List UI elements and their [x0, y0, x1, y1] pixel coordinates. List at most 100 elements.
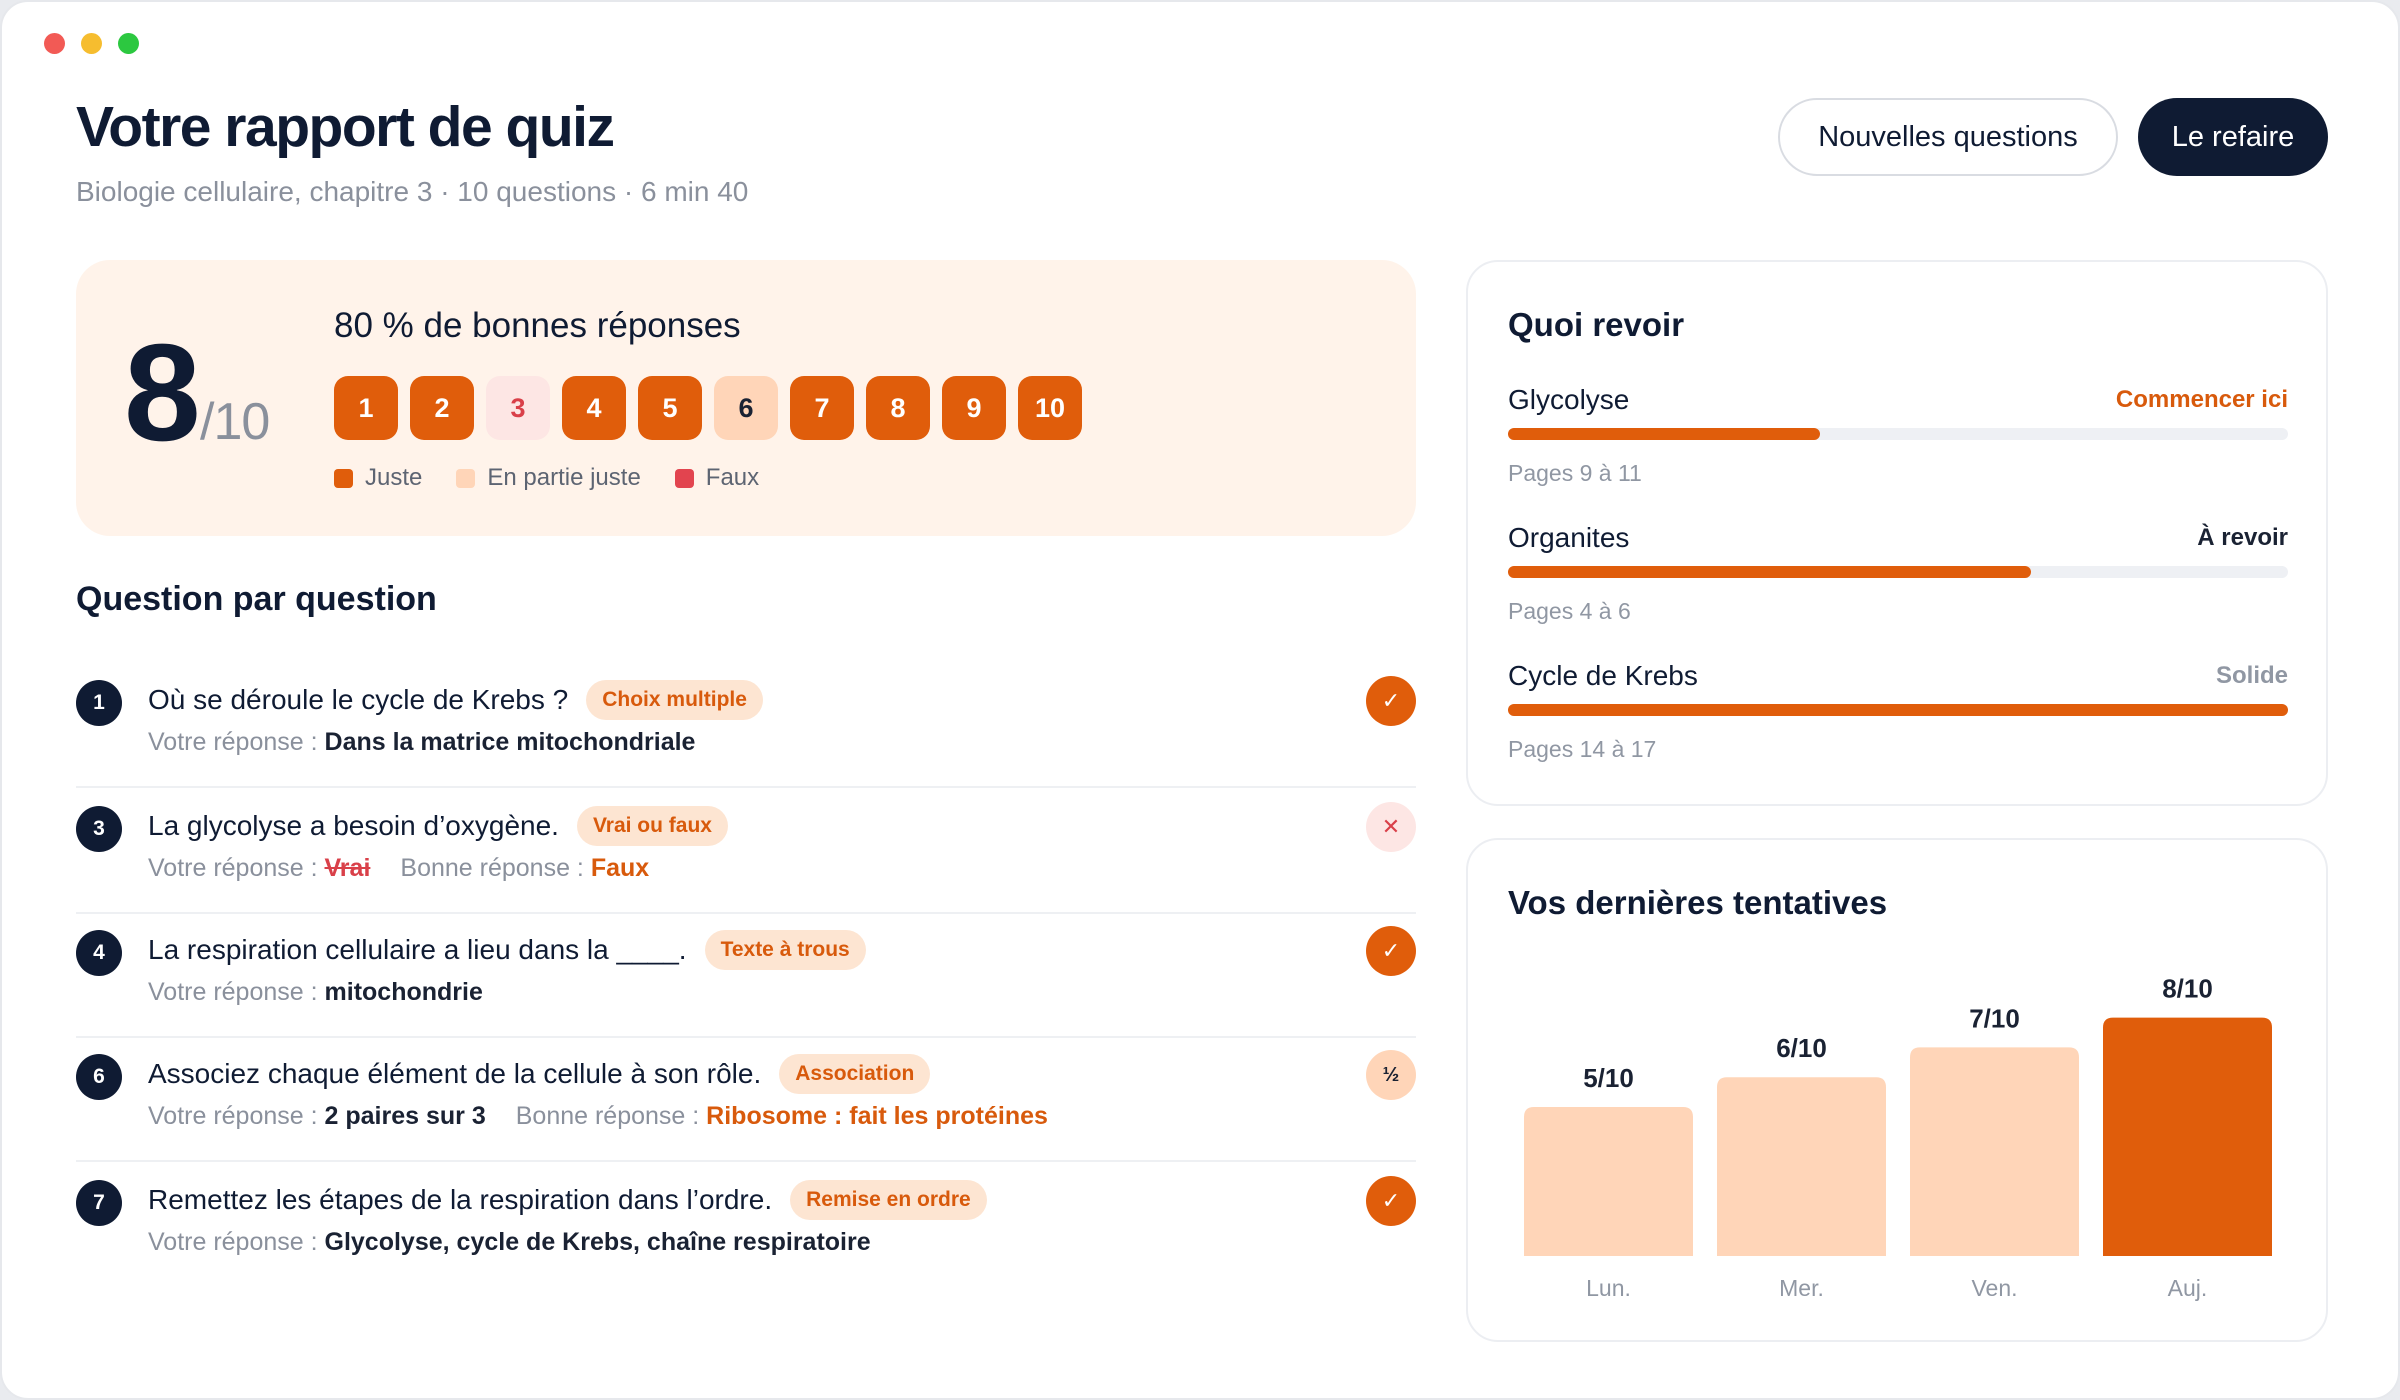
question-row[interactable]: 4 La respiration cellulaire a lieu dans l… — [76, 912, 1416, 1038]
topic-pages: Pages 9 à 11 — [1508, 460, 1642, 486]
review-card-title: Quoi revoir — [1508, 306, 1685, 343]
question-type-tag: Remise en ordre — [790, 1180, 987, 1220]
attempt-bar[interactable] — [1524, 1107, 1693, 1256]
question-text: Associez chaque élément de la cellule à … — [148, 1058, 762, 1089]
correct-answer-value: Faux — [590, 854, 650, 882]
question-status-box[interactable]: 8 — [866, 376, 930, 440]
window-controls — [44, 33, 139, 54]
check-icon: ✓ — [1366, 676, 1416, 726]
close-window-icon[interactable] — [44, 33, 65, 54]
question-number: 3 — [76, 806, 122, 852]
attempt-bar[interactable] — [1910, 1047, 2079, 1256]
question-status-box[interactable]: 10 — [1018, 376, 1082, 440]
question-type-tag: Vrai ou faux — [576, 806, 728, 846]
question-status-box[interactable]: 2 — [410, 376, 474, 440]
correct-answer-label: Bonne réponse : — [400, 854, 584, 882]
question-text: La respiration cellulaire a lieu dans la… — [148, 934, 687, 965]
your-answer-label: Votre réponse : — [148, 978, 318, 1006]
question-row[interactable]: 3 La glycolyse a besoin d’oxygène. Vrai ou… — [76, 788, 1416, 914]
attempts-card: Vos dernières tentatives 5/10 Lun. 6/10 Mer… — [1466, 838, 2328, 1342]
attempts-card-title: Vos dernières tentatives — [1508, 884, 1888, 921]
question-status-box[interactable]: 3 — [486, 376, 550, 440]
your-answer-label: Votre réponse : — [148, 1102, 318, 1130]
topic-pages: Pages 4 à 6 — [1508, 598, 1631, 624]
question-status-box[interactable]: 5 — [638, 376, 702, 440]
your-answer-value: Vrai — [324, 854, 371, 882]
attempt-category-label: Lun. — [1586, 1275, 1631, 1301]
your-answer-value: Glycolyse, cycle de Krebs, chaîne respir… — [324, 1228, 871, 1256]
topic-name: Organites — [1508, 522, 1630, 553]
legend-swatch — [456, 468, 476, 488]
score-value: 8 — [124, 316, 201, 470]
minimize-window-icon[interactable] — [81, 33, 102, 54]
question-type-tag: Association — [779, 1054, 931, 1094]
check-icon: ✓ — [1366, 926, 1416, 976]
question-type-tag: Choix multiple — [586, 680, 763, 720]
retake-button[interactable]: Le refaire — [2138, 98, 2328, 176]
review-card: Quoi revoir Glycolyse Commencer ici Pages … — [1466, 260, 2328, 806]
legend-swatch — [674, 468, 694, 488]
attempt-bar[interactable] — [1717, 1077, 1886, 1256]
topic-pages: Pages 14 à 17 — [1508, 736, 1657, 762]
your-answer-label: Votre réponse : — [148, 728, 318, 756]
question-status-strip: 1 2 3 4 5 6 7 8 9 10 — [334, 376, 1082, 440]
topic-state[interactable]: Commencer ici — [2115, 386, 2288, 413]
attempts-chart: 5/10 Lun. 6/10 Mer. 7/10 Ven. 8/10 Auj. — [1524, 974, 2272, 1301]
attempt-category-label: Mer. — [1779, 1275, 1824, 1301]
question-type-tag: Texte à trous — [704, 930, 866, 970]
legend-label: Faux — [705, 464, 760, 491]
question-status-box[interactable]: 4 — [562, 376, 626, 440]
half-icon: ½ — [1366, 1050, 1416, 1100]
question-number: 7 — [76, 1180, 122, 1226]
attempt-data-label: 8/10 — [2162, 974, 2213, 1004]
your-answer-label: Votre réponse : — [148, 1228, 318, 1256]
page-subtitle: Biologie cellulaire, chapitre 3 · 10 que… — [76, 176, 749, 207]
question-text: Remettez les étapes de la respiration da… — [148, 1184, 773, 1215]
question-status-box[interactable]: 6 — [714, 376, 778, 440]
legend-label: Juste — [365, 464, 423, 491]
topic-progress-fill — [1508, 566, 2031, 578]
question-answer: Votre réponse : Vrai Bonne réponse : Faux — [148, 854, 649, 883]
question-row[interactable]: 6 Associez chaque élément de la cellule à… — [76, 1036, 1416, 1162]
question-status-box[interactable]: 7 — [790, 376, 854, 440]
topic-state: Solide — [2215, 662, 2288, 689]
question-text: La glycolyse a besoin d’oxygène. — [148, 810, 559, 841]
question-row[interactable]: 1 Où se déroule le cycle de Krebs ? Choix … — [76, 662, 1416, 788]
question-header: Remettez les étapes de la respiration da… — [148, 1180, 987, 1220]
topic-progress-track — [1508, 704, 2288, 716]
legend-item: Juste — [334, 464, 422, 492]
topic-state: À revoir — [2197, 524, 2288, 551]
attempt-bar[interactable] — [2103, 1017, 2272, 1256]
score-denominator: /10 — [200, 393, 270, 451]
attempt-data-label: 6/10 — [1776, 1033, 1827, 1063]
question-answer: Votre réponse : mitochondrie — [148, 978, 483, 1007]
topic-progress-fill — [1508, 704, 2288, 716]
score-percent: 80 % de bonnes réponses — [334, 306, 741, 345]
score-legend: Juste En partie juste Faux — [334, 464, 759, 492]
question-row[interactable]: 7 Remettez les étapes de la respiration d… — [76, 1162, 1416, 1288]
maximize-window-icon[interactable] — [118, 33, 139, 54]
question-answer: Votre réponse : Glycolyse, cycle de Kreb… — [148, 1228, 871, 1257]
question-header: La respiration cellulaire a lieu dans la… — [148, 930, 866, 970]
attempt-category-label: Auj. — [2168, 1275, 2208, 1301]
new-questions-button[interactable]: Nouvelles questions — [1778, 98, 2118, 176]
question-text: Où se déroule le cycle de Krebs ? — [148, 684, 569, 715]
question-answer: Votre réponse : Dans la matrice mitochon… — [148, 728, 695, 757]
legend-label: En partie juste — [487, 464, 641, 491]
legend-item: Faux — [674, 464, 760, 492]
question-number: 1 — [76, 680, 122, 726]
legend-swatch — [334, 468, 353, 488]
correct-answer-label: Bonne réponse : — [515, 1102, 700, 1130]
question-status-box[interactable]: 9 — [942, 376, 1006, 440]
check-icon: ✓ — [1366, 1176, 1416, 1226]
attempt-data-label: 7/10 — [1969, 1003, 2020, 1033]
attempt-category-label: Ven. — [1971, 1275, 2017, 1301]
topic-name: Glycolyse — [1508, 384, 1630, 415]
attempt-data-label: 5/10 — [1583, 1063, 1634, 1093]
your-answer-value: 2 paires sur 3 — [324, 1102, 486, 1130]
topic-name: Cycle de Krebs — [1508, 660, 1698, 691]
page-title: Votre rapport de quiz — [76, 95, 615, 159]
question-status-box[interactable]: 1 — [334, 376, 398, 440]
